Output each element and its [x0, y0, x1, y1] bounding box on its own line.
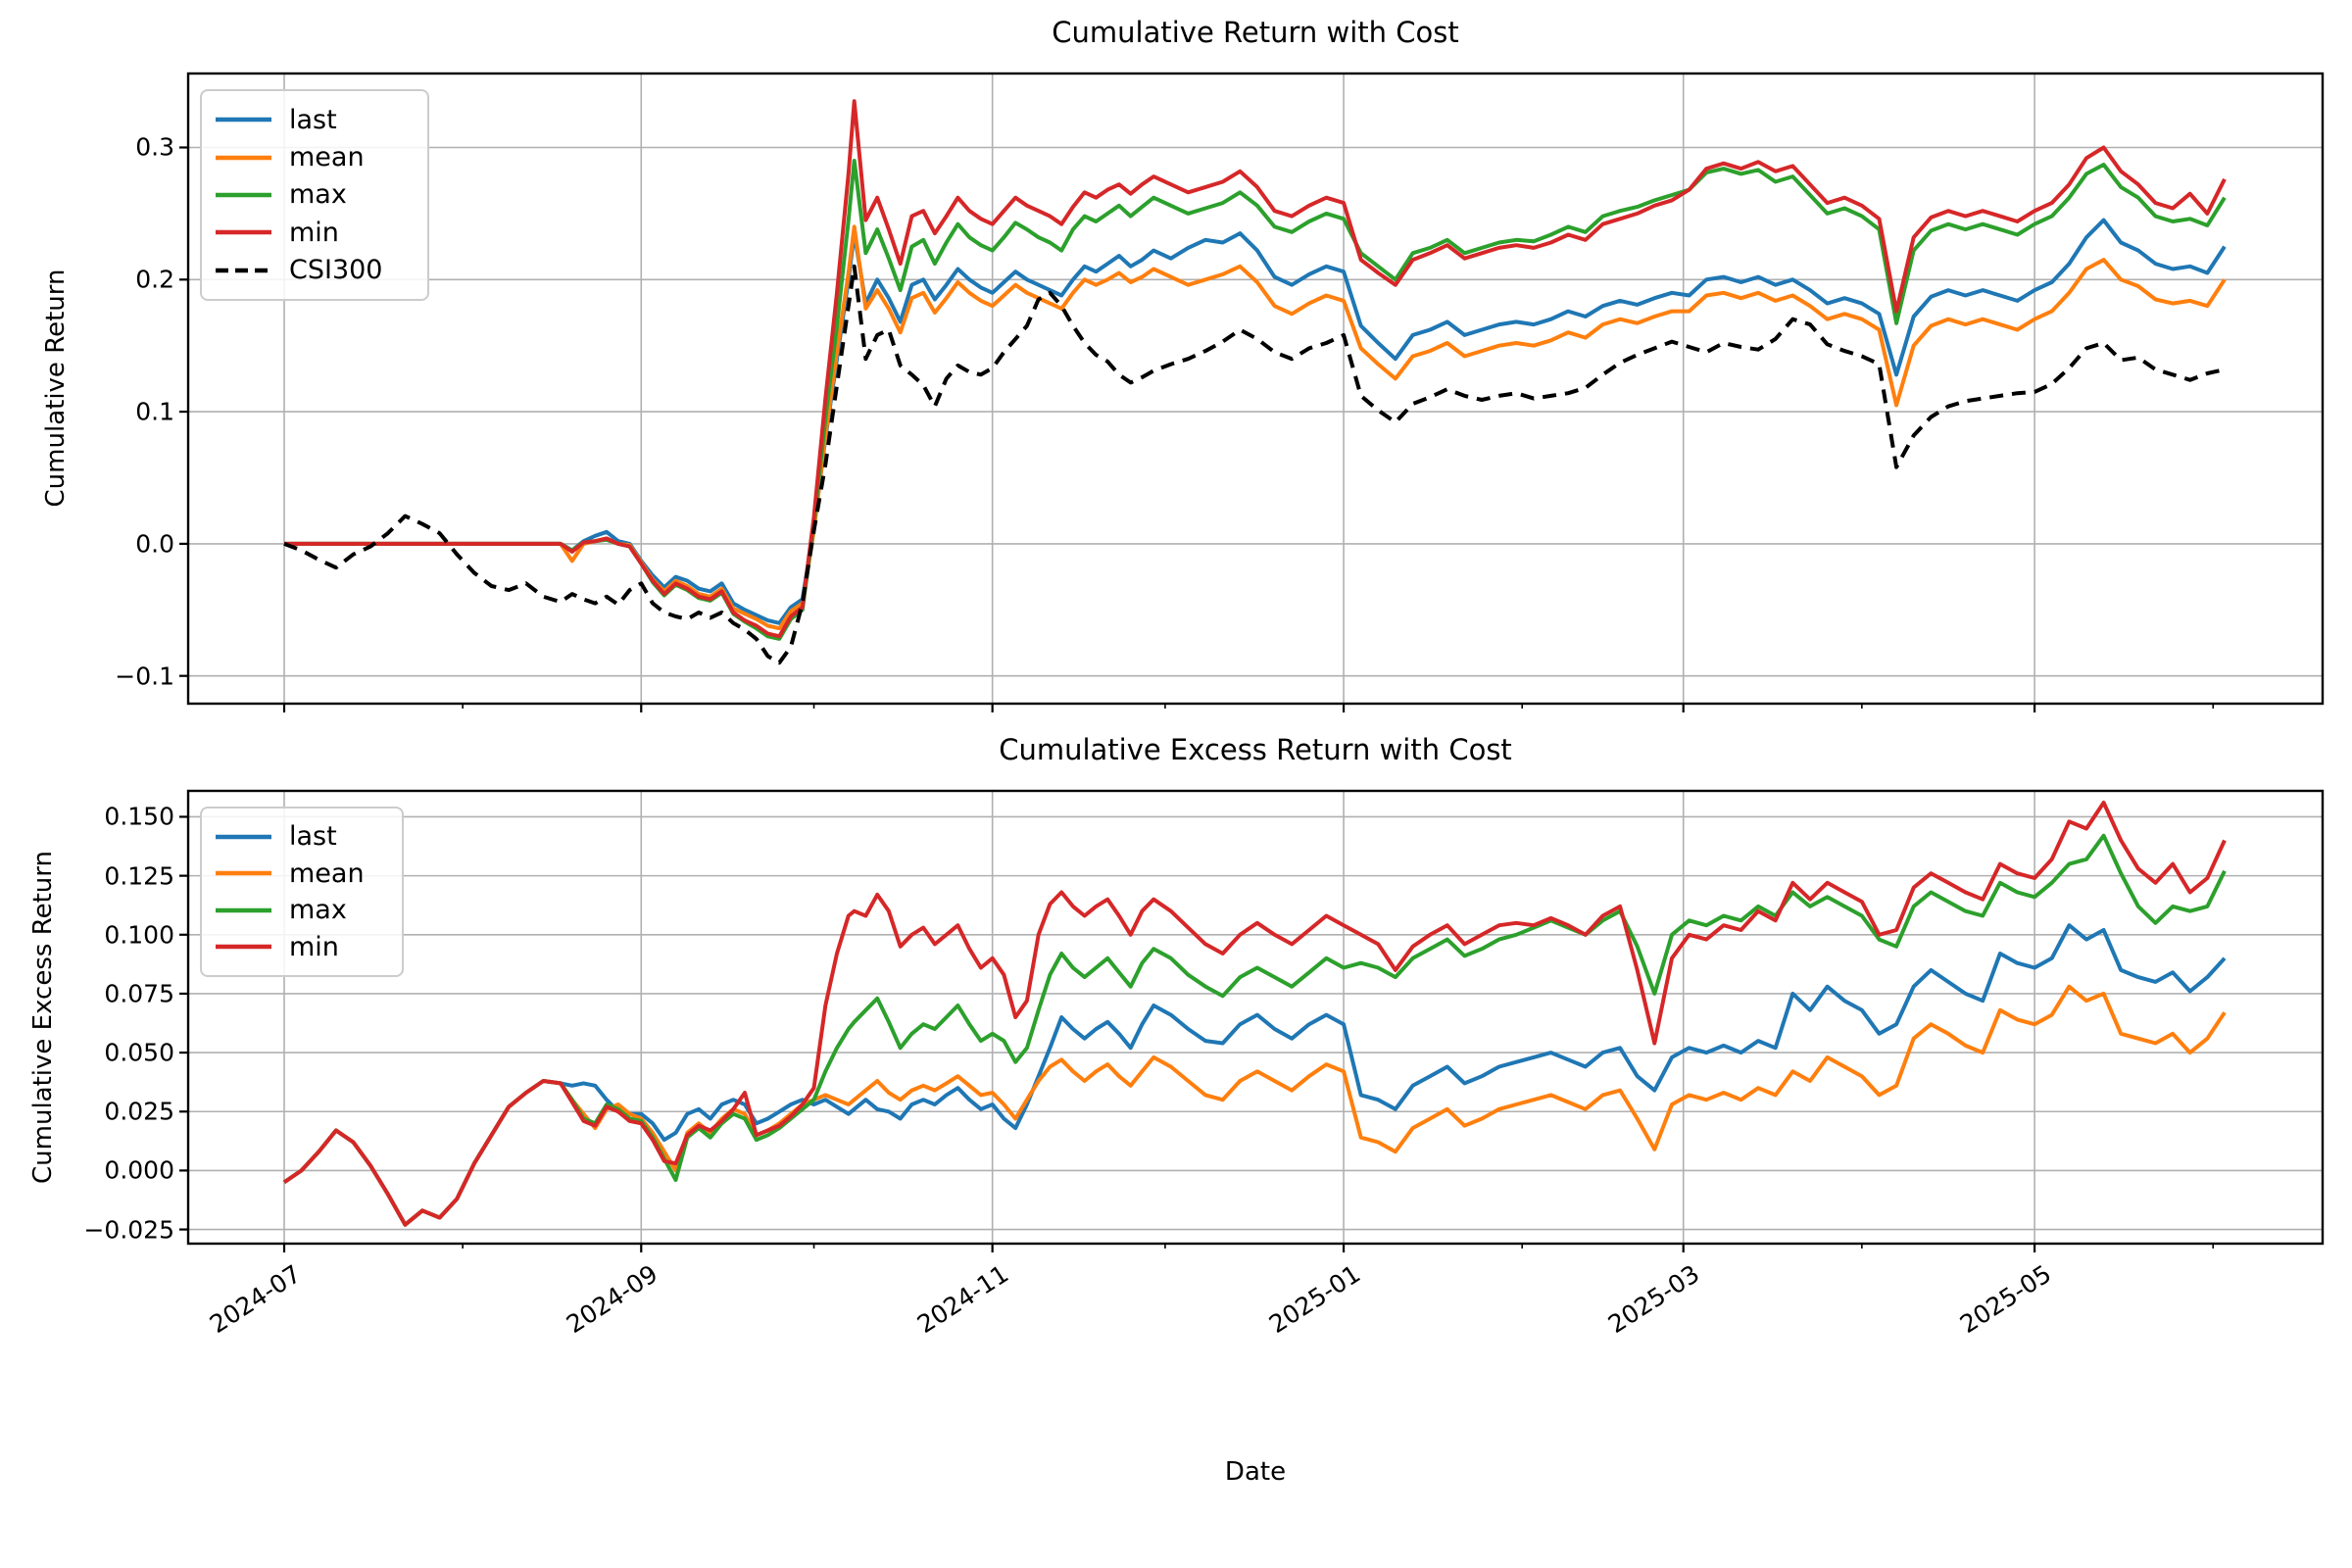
series-line-min [282, 801, 2227, 1227]
legend-item-min: min [216, 220, 408, 246]
legend-label: mean [289, 858, 365, 889]
y-tick-label: 0.100 [104, 920, 174, 950]
top-plot-area [179, 72, 2325, 712]
legend-swatch-mean-icon [216, 155, 271, 160]
x-tick-label: 2024-11 [912, 1259, 1014, 1340]
series-line-max [282, 833, 2227, 1227]
top-chart-ylabel: Cumulative Return [41, 269, 71, 508]
legend-item-min: min [216, 934, 382, 960]
legend-label: max [289, 895, 347, 926]
x-tick-label: 2025-03 [1603, 1259, 1705, 1340]
legend-item-mean: mean [216, 144, 408, 171]
legend-item-csi300: CSI300 [216, 257, 408, 283]
series-line-max [284, 159, 2227, 641]
legend-label: last [289, 104, 337, 135]
y-tick-label: −0.025 [83, 1215, 174, 1245]
bottom-chart-title: Cumulative Excess Return with Cost [999, 733, 1512, 766]
legend-label: CSI300 [289, 255, 383, 286]
legend-item-max: max [216, 181, 408, 208]
legend-item-last: last [216, 823, 382, 850]
y-tick-label: 0.075 [104, 979, 174, 1008]
x-tick-label: 2024-07 [204, 1259, 306, 1340]
y-tick-label: 0.125 [104, 861, 174, 891]
legend-item-last: last [216, 107, 408, 133]
legend-label: min [289, 931, 339, 962]
y-tick-label: 0.0 [135, 529, 174, 559]
legend-swatch-min-icon [216, 945, 271, 950]
plot-spine [186, 789, 2325, 1246]
plot-spine [186, 72, 2325, 706]
legend-item-max: max [216, 897, 382, 923]
x-tick-label: 2025-05 [1954, 1259, 2056, 1340]
legend-swatch-last-icon [216, 117, 271, 122]
y-tick-label: −0.1 [115, 662, 174, 691]
x-tick-label: 2024-09 [561, 1259, 663, 1340]
y-tick-label: 0.1 [135, 397, 174, 426]
legend-swatch-max-icon [216, 192, 271, 198]
series-line-csi300 [283, 264, 2226, 665]
y-tick-label: 0.050 [104, 1038, 174, 1067]
legend-item-mean: mean [216, 860, 382, 887]
legend-swatch-min-icon [216, 230, 271, 235]
legend-label: mean [289, 142, 365, 173]
y-tick-label: 0.025 [104, 1097, 174, 1126]
legend-label: last [289, 821, 337, 853]
y-tick-label: 0.2 [135, 265, 174, 294]
legend-swatch-csi300-icon [216, 268, 271, 272]
y-tick-label: 0.000 [104, 1155, 174, 1185]
legend-label: max [289, 179, 347, 211]
top-chart-title: Cumulative Return with Cost [1052, 16, 1459, 49]
y-tick-label: 0.150 [104, 802, 174, 831]
x-axis-label: Date [1224, 1457, 1287, 1487]
legend-swatch-last-icon [216, 834, 271, 839]
y-tick-label: 0.3 [135, 132, 174, 162]
series-line-mean [282, 984, 2227, 1227]
legend-label: min [289, 217, 339, 248]
x-tick-label: 2025-01 [1263, 1259, 1365, 1340]
legend-swatch-max-icon [216, 907, 271, 912]
legend-swatch-mean-icon [216, 871, 271, 876]
series-line-min [284, 99, 2227, 639]
bottom-legend: last mean max min [200, 807, 404, 977]
series-line-mean [284, 224, 2227, 631]
bottom-chart-ylabel: Cumulative Excess Return [28, 851, 58, 1184]
bottom-plot-area [179, 789, 2325, 1252]
top-legend: last mean max min CSI300 [200, 89, 429, 301]
